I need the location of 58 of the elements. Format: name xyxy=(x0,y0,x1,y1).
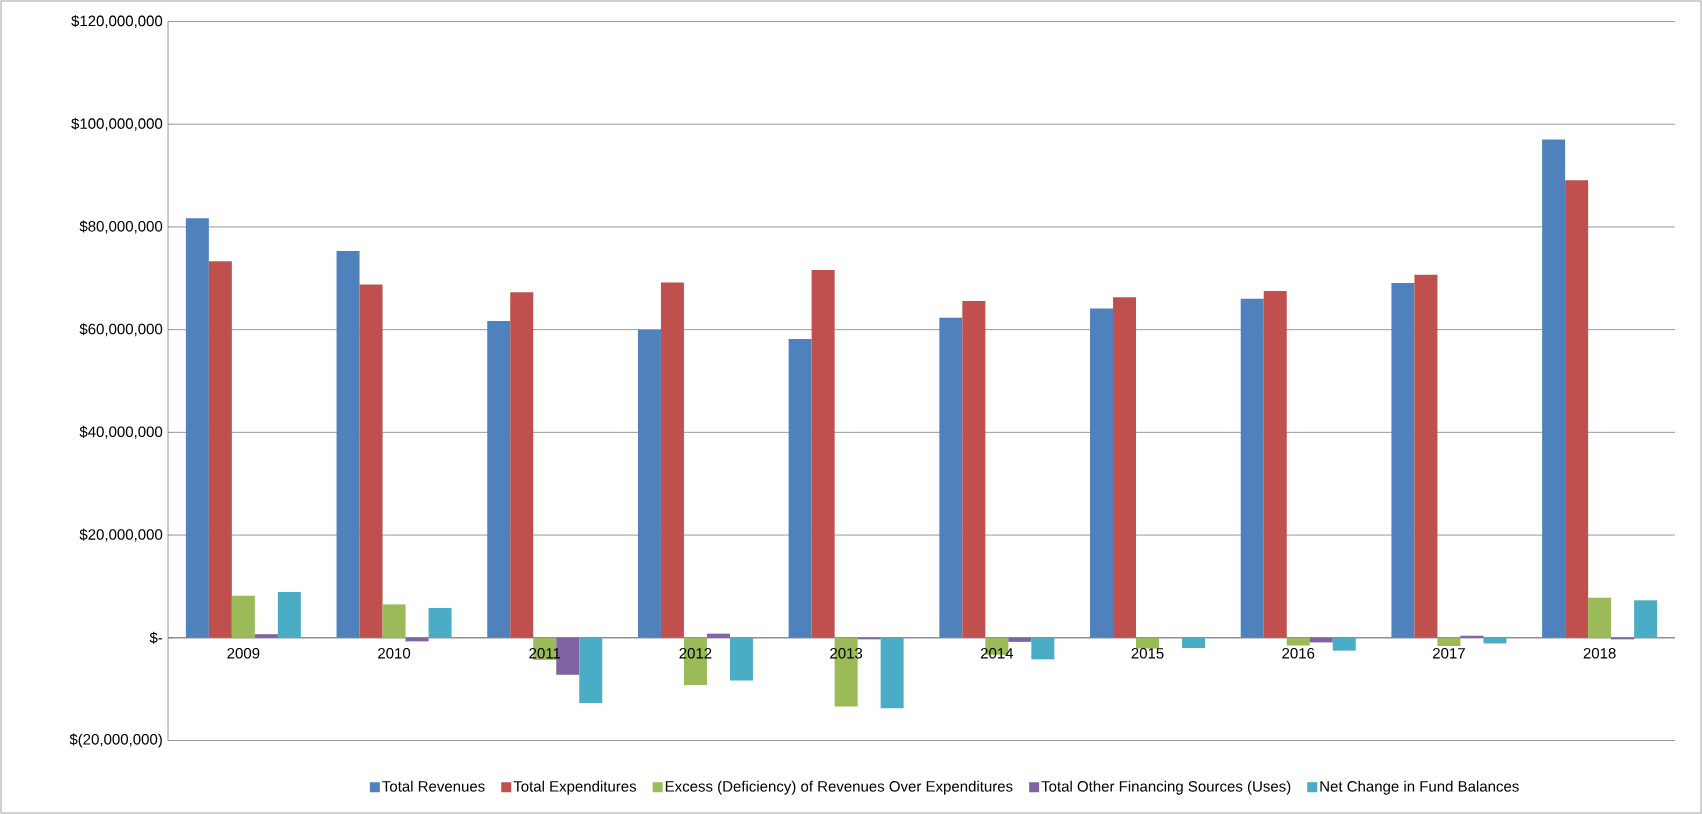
bar xyxy=(1565,180,1589,638)
bar xyxy=(487,320,511,638)
bar xyxy=(254,634,278,638)
y-tick-label: $(20,000,000) xyxy=(69,733,162,748)
bar xyxy=(277,592,301,638)
x-tick-label: 2018 xyxy=(1583,647,1616,659)
bar xyxy=(1136,637,1160,649)
bar xyxy=(939,317,963,638)
y-tick-label: $100,000,000 xyxy=(71,117,163,131)
bar xyxy=(428,608,452,638)
x-tick-label: 2015 xyxy=(1131,647,1164,659)
bar xyxy=(1113,297,1137,638)
y-tick-label: $- xyxy=(149,631,163,644)
bar xyxy=(1263,291,1287,638)
bar xyxy=(1031,637,1055,660)
legend-label: Excess (Deficiency) of Revenues Over Expenditures xyxy=(665,780,1013,795)
bar xyxy=(706,633,730,638)
bar xyxy=(1414,274,1438,638)
bar xyxy=(1240,298,1264,638)
legend-label: Net Change in Fund Balances xyxy=(1320,780,1519,795)
bar xyxy=(208,261,232,638)
bar xyxy=(729,637,753,681)
y-tick-label: $40,000,000 xyxy=(79,425,163,439)
bar xyxy=(1437,637,1461,646)
x-tick-label: 2016 xyxy=(1282,647,1315,659)
legend-label: Total Other Financing Sources (Uses) xyxy=(1041,780,1291,795)
bar xyxy=(811,270,835,638)
bar xyxy=(1090,308,1114,638)
bar xyxy=(880,637,904,709)
bar xyxy=(1008,637,1032,642)
bar xyxy=(788,338,812,638)
legend-label: Total Revenues xyxy=(382,780,485,792)
bar xyxy=(1542,139,1566,638)
bar xyxy=(1634,600,1658,638)
bar xyxy=(660,282,684,638)
bar xyxy=(382,604,406,638)
x-tick-label: 2010 xyxy=(378,647,411,659)
bar xyxy=(336,251,360,638)
y-tick-label: $20,000,000 xyxy=(79,528,163,542)
y-tick-label: $80,000,000 xyxy=(79,220,163,234)
bar xyxy=(359,284,383,638)
bar xyxy=(185,218,209,638)
bar xyxy=(579,637,603,704)
bar xyxy=(1286,637,1310,646)
x-tick-label: 2009 xyxy=(227,647,260,659)
bar xyxy=(962,300,986,638)
bar xyxy=(637,329,661,638)
y-tick-label: $60,000,000 xyxy=(79,323,163,337)
bar xyxy=(510,292,534,638)
bar xyxy=(1332,637,1356,651)
bar xyxy=(1588,597,1612,638)
bar xyxy=(1182,637,1206,649)
legend-label: Total Expenditures xyxy=(513,780,637,795)
bar xyxy=(1391,282,1415,638)
bar xyxy=(1460,635,1484,638)
x-tick-label: 2017 xyxy=(1433,647,1465,659)
y-tick-label: $120,000,000 xyxy=(71,14,163,28)
bar xyxy=(231,595,255,638)
